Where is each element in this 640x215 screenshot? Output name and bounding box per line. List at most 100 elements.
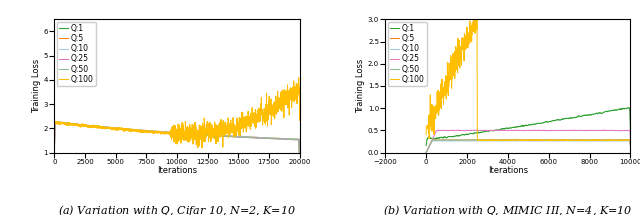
Q:10 (621, 140, 628, 142)
Q:25 (516, 129, 524, 132)
Line: Q:50: Q:50 (426, 140, 630, 152)
Q:1 (516, 125, 524, 128)
Q:50 (276, 138, 284, 140)
Q:25 (167, 132, 175, 134)
Q:5 (422, 151, 430, 154)
Y-axis label: Training Loss: Training Loss (356, 59, 365, 113)
Line: Q:5: Q:5 (54, 122, 300, 156)
Q:5 (621, 139, 628, 141)
Q:50 (296, 156, 303, 158)
Q:10 (156, 130, 163, 133)
Q:25 (627, 138, 634, 141)
Line: Q:100: Q:100 (54, 78, 300, 149)
Q:5 (156, 130, 163, 133)
Q:25 (276, 138, 284, 140)
Q:1 (156, 130, 163, 133)
Q:1 (296, 155, 303, 158)
Q:100 (295, 77, 303, 79)
Q:1 (621, 108, 628, 110)
Legend: Q:1, Q:5, Q:10, Q:25, Q:50, Q:100: Q:1, Q:5, Q:10, Q:25, Q:50, Q:100 (57, 22, 95, 86)
Q:1 (167, 131, 175, 134)
Q:50 (583, 139, 591, 141)
Q:10 (296, 155, 303, 157)
Q:100 (288, 91, 296, 93)
Q:1 (627, 127, 634, 130)
Q:1 (583, 114, 591, 116)
Q:1 (288, 138, 296, 140)
Q:10 (621, 140, 628, 142)
Q:1 (51, 148, 58, 150)
X-axis label: Iterations: Iterations (488, 166, 528, 175)
Q:25 (156, 131, 163, 133)
Q:5 (583, 139, 591, 141)
Q:1 (522, 124, 529, 127)
Q:10 (51, 121, 59, 123)
Q:1 (228, 135, 236, 138)
Q:100 (470, 18, 478, 21)
Q:50 (156, 131, 163, 133)
Q:1 (154, 130, 161, 133)
Q:10 (522, 140, 529, 142)
Q:50 (51, 121, 59, 123)
Q:100 (167, 128, 175, 131)
Q:10 (228, 135, 236, 137)
Q:100 (621, 139, 628, 141)
Line: Q:10: Q:10 (426, 141, 630, 152)
Q:1 (51, 120, 59, 123)
Y-axis label: Training Loss: Training Loss (32, 59, 41, 113)
Q:50 (228, 135, 236, 138)
Q:50 (167, 131, 175, 134)
Q:5 (627, 144, 634, 147)
Q:1 (422, 144, 430, 147)
Q:5 (296, 155, 303, 157)
Q:10 (563, 139, 571, 142)
Q:100 (522, 139, 529, 142)
Q:100 (228, 126, 236, 129)
Q:25 (422, 151, 430, 154)
Q:25 (584, 129, 592, 131)
Q:100 (583, 139, 591, 141)
Q:1 (624, 106, 632, 109)
Q:25 (288, 138, 296, 141)
Q:100 (516, 139, 524, 142)
Q:50 (621, 139, 628, 141)
Q:100 (296, 119, 303, 122)
Q:10 (276, 137, 284, 140)
Legend: Q:1, Q:5, Q:10, Q:25, Q:50, Q:100: Q:1, Q:5, Q:10, Q:25, Q:50, Q:100 (388, 22, 426, 86)
Q:10 (288, 138, 296, 140)
Q:1 (433, 137, 440, 140)
Q:50 (612, 138, 620, 141)
Q:50 (422, 151, 430, 154)
Text: (b) Variation with $Q$, MIMIC III, N=4, K=10: (b) Variation with $Q$, MIMIC III, N=4, … (383, 203, 632, 215)
Q:25 (296, 155, 303, 158)
Q:5 (228, 135, 236, 138)
Q:5 (51, 120, 59, 123)
Q:100 (422, 134, 430, 136)
Line: Q:25: Q:25 (426, 130, 630, 152)
Q:5 (154, 130, 161, 133)
Q:100 (51, 148, 58, 151)
Line: Q:100: Q:100 (426, 19, 630, 144)
Q:100 (621, 139, 628, 141)
Line: Q:50: Q:50 (54, 122, 300, 157)
Q:25 (522, 129, 529, 132)
Q:5 (288, 138, 296, 140)
Q:10 (433, 140, 440, 142)
Line: Q:1: Q:1 (54, 122, 300, 156)
Q:25 (51, 148, 58, 151)
Q:10 (167, 131, 175, 134)
Q:25 (154, 131, 161, 133)
Q:5 (51, 148, 58, 150)
Q:25 (583, 129, 591, 132)
Q:5 (522, 139, 529, 141)
Text: (a) Variation with $Q$, Cifar 10, N=2, K=10: (a) Variation with $Q$, Cifar 10, N=2, K… (58, 203, 296, 215)
Q:25 (621, 129, 628, 132)
Q:25 (433, 129, 440, 132)
Q:10 (422, 151, 430, 154)
Q:5 (621, 139, 628, 141)
Q:50 (154, 131, 161, 133)
Q:100 (154, 132, 161, 134)
Q:5 (613, 138, 621, 141)
Q:100 (156, 131, 163, 134)
Q:10 (516, 140, 524, 142)
